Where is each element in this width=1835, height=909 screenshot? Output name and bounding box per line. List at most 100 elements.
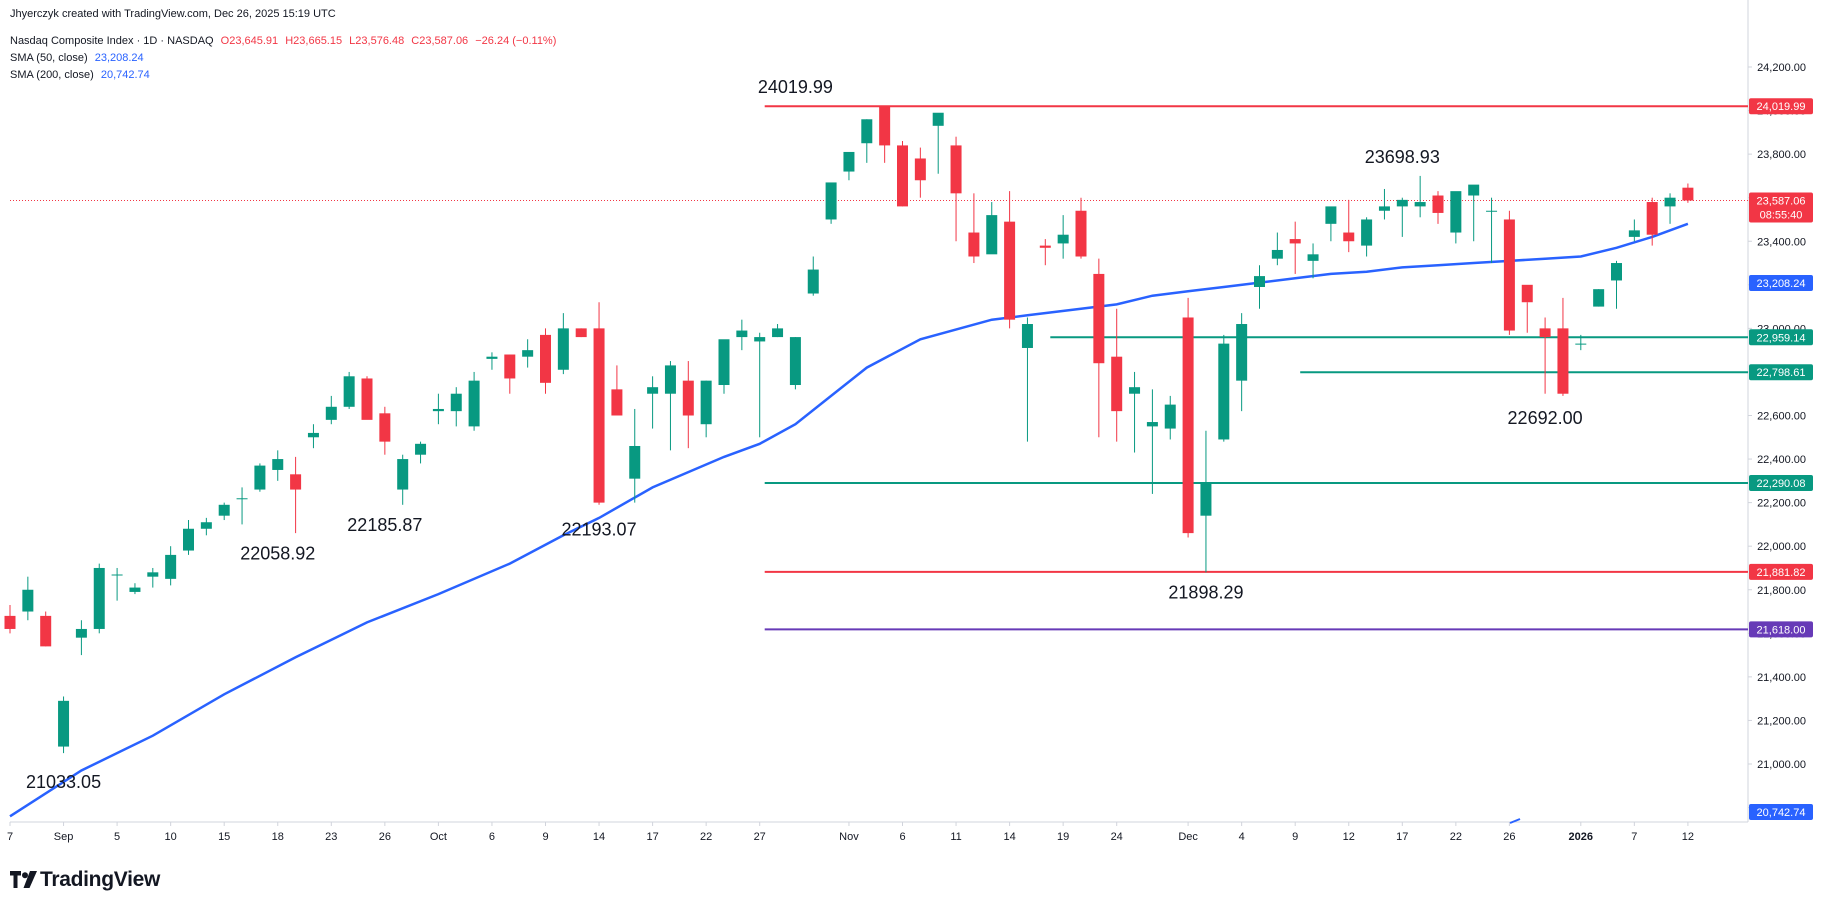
price-tick-label: 24,200.00 [1757,62,1806,74]
time-tick-label: 14 [1003,831,1015,843]
price-tick-label: 21,400.00 [1757,672,1806,684]
level-tag-label: 22,798.61 [1757,367,1806,379]
candle-body [1611,263,1622,281]
candle-body [879,106,891,146]
candle-body [1503,219,1515,331]
time-tick-label: 10 [165,831,177,843]
candle-body [557,328,569,370]
candle-body [1593,289,1605,307]
candle-body [254,465,266,490]
level-tag-bg [1749,329,1813,346]
candle-body [361,378,373,420]
symbol-legend[interactable]: Nasdaq Composite Index · 1D · NASDAQ O23… [10,35,560,47]
price-tag-label: 23,587.06 [1757,196,1806,208]
candle-body [1664,197,1676,207]
price-annotation: 22692.00 [1508,408,1583,428]
candle-body [1646,202,1658,235]
sma50-label: SMA (50, close) [10,52,88,64]
price-tag-countdown: 08:55:40 [1760,210,1803,222]
price-tick-label: 22,600.00 [1757,411,1806,423]
candle-body [4,615,16,629]
candle-body [111,574,123,576]
candle-body [1075,210,1087,257]
candle-body [415,443,427,455]
level-tag-label: 21,881.82 [1757,567,1806,579]
candle-body [540,334,551,383]
candle-body [272,459,284,470]
price-tick-label: 21,200.00 [1757,715,1806,727]
candle-body [789,337,801,386]
price-annotation: 22058.92 [240,543,315,563]
level-tag-label: 21,618.00 [1757,624,1806,636]
level-tag-label: 24,019.99 [1757,101,1806,113]
candle-body [861,119,873,144]
time-tick-label: 7 [1631,831,1637,843]
candle-body [611,389,623,416]
price-tick-label: 21,800.00 [1757,585,1806,597]
candle-body [1039,245,1051,248]
time-tick-label: Dec [1178,831,1198,843]
candle-body [236,498,248,500]
candle-body [1200,483,1212,516]
candle-body [1307,254,1319,261]
sma50-tag-bg [1749,275,1813,292]
candle-body [165,554,177,579]
candle-body [1432,195,1444,213]
candle-body [1182,317,1194,534]
candle-body [647,387,659,394]
candle-body [343,376,355,407]
candle-body [1164,404,1176,429]
credit-text: Jhyerczyk created with TradingView.com, … [10,8,336,20]
time-tick-label: 9 [1292,831,1298,843]
candle-body [682,380,694,416]
tradingview-logo-icon [10,871,37,888]
candle-body [1682,187,1694,201]
candle-body [932,112,944,126]
candle-body [1146,422,1158,427]
candle-body [200,522,212,529]
candle-body [700,380,712,425]
sma50-legend[interactable]: SMA (50, close) 23,208.24 [10,52,148,64]
time-tick-label: 6 [899,831,905,843]
sma200-tag-bg [1749,804,1813,820]
symbol-title: Nasdaq Composite Index · 1D · NASDAQ [10,35,214,47]
level-tag-label: 22,959.14 [1757,332,1806,344]
time-tick-label: 4 [1239,831,1245,843]
level-tag-bg [1749,475,1813,492]
candle-body [218,504,230,516]
candle-body [129,587,141,592]
candle-body [183,528,194,551]
price-tick-label: 21,000.00 [1757,759,1806,771]
price-tick-label: 23,800.00 [1757,149,1806,161]
candle-body [432,408,444,412]
candle-body [1111,356,1123,412]
time-tick-label: 26 [379,831,391,843]
time-tick-label: 24 [1111,831,1123,843]
time-tick-label: 26 [1503,831,1515,843]
candle-body [986,215,998,255]
candle-body [1236,324,1248,381]
candle-body [1289,239,1301,244]
ohlc-high: H23,665.15 [285,35,343,47]
time-tick-label: Sep [54,831,74,843]
candle-body [1521,284,1533,303]
candle-body [1129,387,1141,394]
time-tick-label: 14 [593,831,605,843]
candle-body [1378,206,1390,211]
candle-body [58,700,70,747]
level-tag-bg [1749,563,1813,580]
time-tick-label: 7 [7,831,13,843]
candle-body [450,393,462,412]
ohlc-change: −26.24 (−0.11%) [475,35,557,47]
candle-body [379,413,391,442]
time-tick-label: 17 [1396,831,1408,843]
price-annotation: 22193.07 [562,519,637,539]
candle-body [1218,343,1230,440]
candle-body [397,459,409,490]
sma200-legend[interactable]: SMA (200, close) 20,742.74 [10,69,154,81]
time-tick-label: 18 [272,831,284,843]
sma200-label: SMA (200, close) [10,69,94,81]
tradingview-logo[interactable]: TradingView [10,868,160,892]
level-tag-bg [1749,621,1813,638]
